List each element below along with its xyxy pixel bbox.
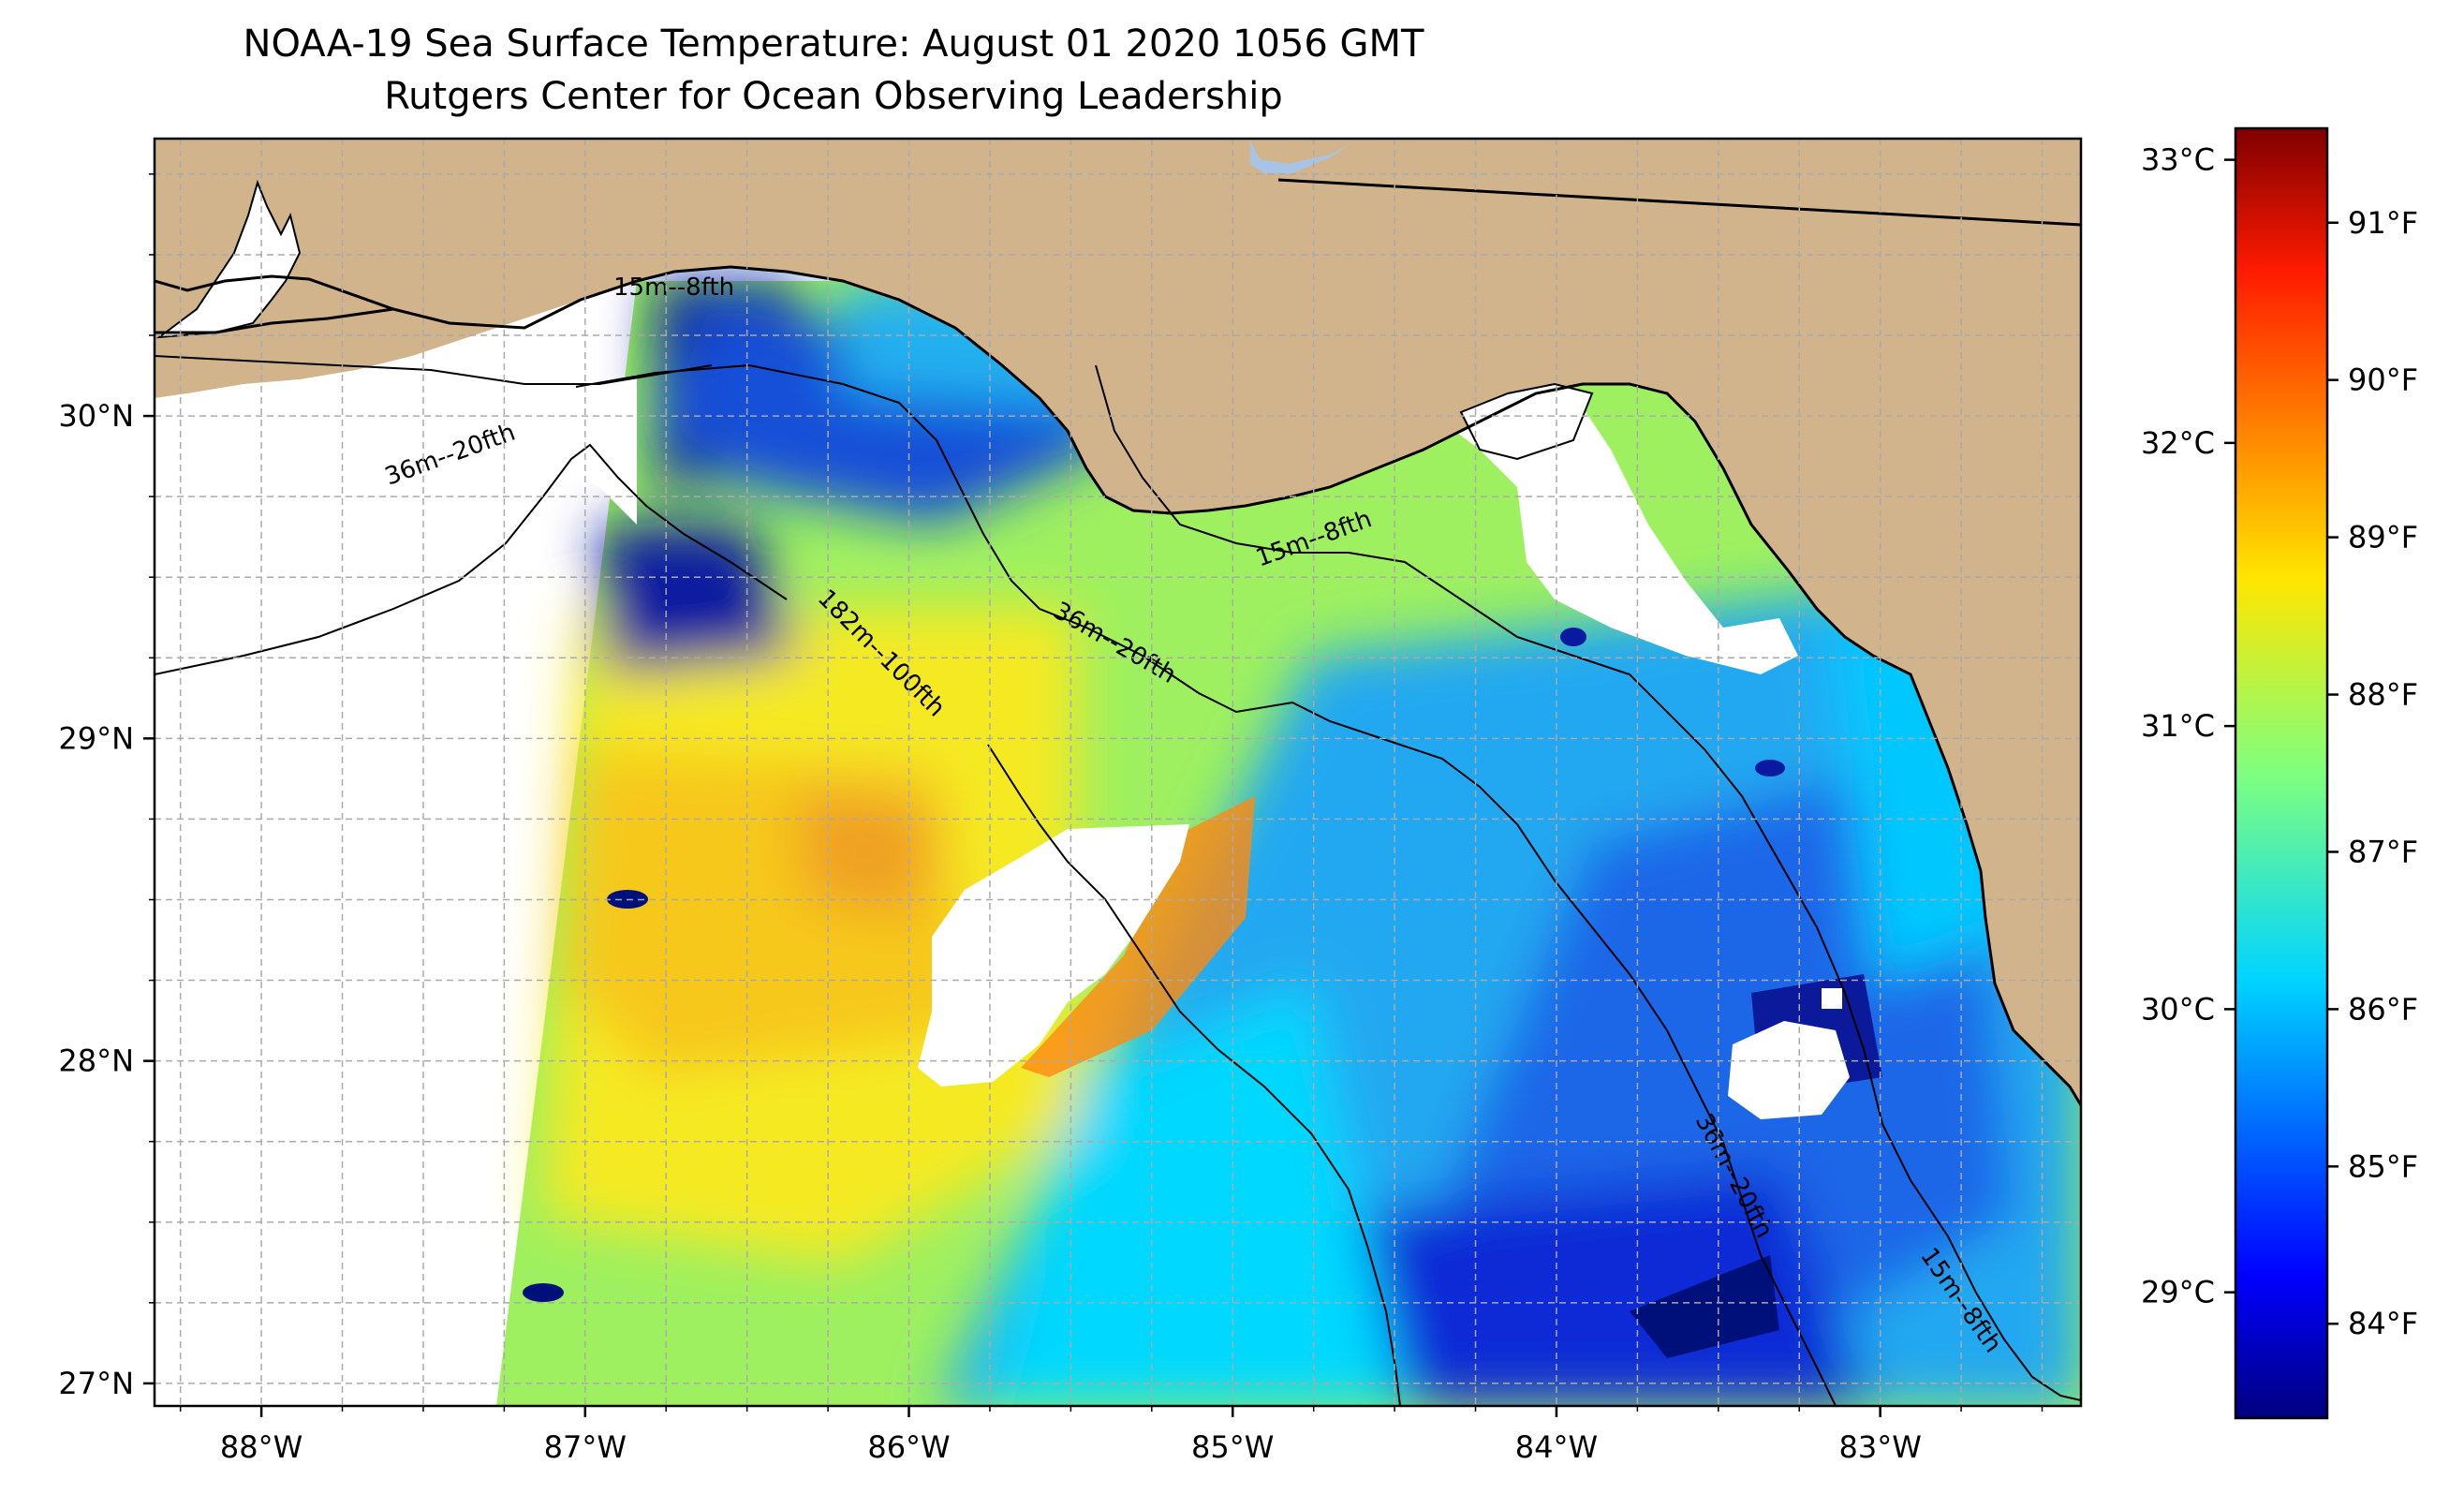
- map-frame: [153, 137, 2083, 1408]
- gridlines: [155, 139, 2081, 1406]
- coastline: [155, 265, 2081, 1106]
- celsius-tick-label: 33°C: [2141, 142, 2215, 178]
- bathymetry-contours: [155, 355, 2081, 1406]
- map-title: NOAA-19 Sea Surface Temperature: August …: [243, 22, 1424, 66]
- lat-tick-label: 29°N: [58, 720, 134, 756]
- colorbar-gradient: [2234, 126, 2329, 1420]
- fahrenheit-tick-label: 86°F: [2348, 991, 2418, 1027]
- celsius-tick-label: 32°C: [2141, 425, 2215, 461]
- fahrenheit-tick-label: 84°F: [2348, 1306, 2418, 1341]
- lake: [1250, 141, 1349, 173]
- fahrenheit-tick-label: 88°F: [2348, 677, 2418, 713]
- colorbar: 29°C 30°C 31°C 32°C 33°C 84°F 85°F 86°F 87°F 88°…: [2141, 126, 2418, 1420]
- lat-tick-label: 27°N: [58, 1366, 134, 1401]
- celsius-tick-label: 31°C: [2141, 708, 2215, 744]
- land: [155, 139, 2081, 1105]
- cloud-gaps: [918, 393, 1850, 1119]
- longitude-axis: 88°W 87°W 86°W 85°W 84°W 83°W: [179, 1406, 2043, 1465]
- lon-tick-label: 86°W: [867, 1429, 950, 1465]
- fahrenheit-tick-label: 85°F: [2348, 1148, 2418, 1184]
- lat-tick-label: 28°N: [58, 1043, 134, 1079]
- latitude-axis: 27°N 28°N 29°N 30°N: [58, 173, 155, 1401]
- lon-tick-label: 83°W: [1838, 1429, 1921, 1465]
- state-border: [1277, 178, 2081, 227]
- lon-tick-label: 87°W: [544, 1429, 627, 1465]
- fahrenheit-tick-label: 91°F: [2348, 205, 2418, 241]
- colorbar-celsius-ticks: 29°C 30°C 31°C 32°C 33°C: [2141, 142, 2235, 1310]
- fahrenheit-tick-label: 87°F: [2348, 834, 2418, 869]
- bays: [155, 179, 1594, 539]
- map-subtitle: Rutgers Center for Ocean Observing Leade…: [384, 75, 1283, 118]
- lat-tick-label: 30°N: [58, 398, 134, 434]
- fahrenheit-tick-label: 89°F: [2348, 520, 2418, 555]
- colorbar-fahrenheit-ticks: 84°F 85°F 86°F 87°F 88°F 89°F 90°F 91°F: [2327, 205, 2418, 1341]
- lon-tick-label: 88°W: [220, 1429, 302, 1465]
- lon-tick-label: 85°W: [1191, 1429, 1274, 1465]
- celsius-tick-label: 29°C: [2141, 1275, 2215, 1310]
- celsius-tick-label: 30°C: [2141, 991, 2215, 1027]
- map-area: 15m--8fth 36m--20fth 182m--100fth 36m--2…: [155, 139, 2081, 1406]
- contour-label: 15m--8fth: [613, 274, 734, 302]
- sst-swath: [496, 281, 2081, 1406]
- lon-tick-label: 84°W: [1515, 1429, 1598, 1465]
- fahrenheit-tick-label: 90°F: [2348, 362, 2418, 398]
